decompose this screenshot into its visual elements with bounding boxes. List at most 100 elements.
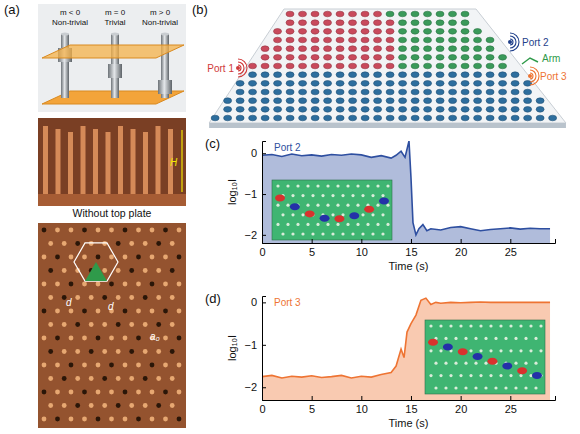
inset-site [316, 184, 319, 187]
inset-site [296, 184, 299, 187]
lattice-site [311, 11, 319, 17]
peg [156, 376, 161, 381]
peg [69, 255, 74, 260]
peg [129, 349, 134, 354]
lattice-site [311, 37, 319, 43]
peg [109, 390, 114, 395]
peg [123, 282, 128, 287]
peg [163, 363, 168, 368]
lattice-site [311, 63, 319, 69]
x-tick-label: 0 [259, 246, 265, 258]
inset-site [336, 184, 339, 187]
lattice-site [311, 20, 319, 26]
lattice-site [474, 63, 482, 69]
lattice-site [336, 46, 344, 52]
peg [42, 363, 47, 368]
lattice-site [399, 81, 407, 87]
inset-site [509, 349, 512, 352]
peg [69, 228, 74, 233]
inset-site [361, 232, 364, 235]
lattice-site [324, 72, 332, 78]
lattice-site [224, 98, 232, 104]
lattice-plate-edge [209, 123, 566, 128]
peg [170, 295, 175, 300]
y-axis: 0−1−2 [244, 142, 266, 244]
peg [136, 309, 141, 314]
lattice-site [261, 72, 269, 78]
peg [109, 228, 114, 233]
inset-site [331, 213, 334, 216]
inset-site [301, 232, 304, 235]
lattice-site [449, 11, 457, 17]
peg [129, 295, 134, 300]
x-tick: 25 [505, 396, 517, 415]
inset-site [306, 184, 309, 187]
lattice-site [524, 98, 532, 104]
lattice-site [336, 29, 344, 35]
photo-background [38, 223, 186, 428]
inset-site [321, 232, 324, 235]
peg [69, 417, 74, 422]
inset-site [519, 324, 522, 327]
y-tick: −2 [244, 381, 266, 393]
lattice-site [499, 63, 507, 69]
peg [116, 295, 121, 300]
peg [177, 309, 182, 314]
peg [102, 295, 107, 300]
lattice-site [311, 107, 319, 113]
peg [136, 255, 141, 260]
lattice-site [386, 89, 394, 95]
lattice-site [336, 115, 344, 121]
lattice-site [549, 115, 557, 121]
lattice-site [386, 63, 394, 69]
x-tick: 25 [505, 239, 517, 258]
peg [123, 228, 128, 233]
inset-field [275, 195, 285, 202]
lattice-site [449, 72, 457, 78]
inset-site [301, 213, 304, 216]
lattice-site [299, 72, 307, 78]
lattice-site [261, 115, 269, 121]
peg [109, 417, 114, 422]
lattice-site [461, 115, 469, 121]
y-tick-mark [262, 194, 266, 195]
peg [48, 241, 53, 246]
lattice-site [324, 63, 332, 69]
peg [156, 268, 161, 273]
lattice-site [399, 11, 407, 17]
peg [96, 309, 101, 314]
lattice-site [436, 29, 444, 35]
lattice-site [424, 63, 432, 69]
x-tick: 20 [455, 239, 467, 258]
lattice-site [349, 20, 357, 26]
peg [55, 390, 60, 395]
lattice-site [524, 107, 532, 113]
lattice-site [436, 115, 444, 121]
lattice-site [511, 72, 519, 78]
lattice-site [386, 115, 394, 121]
lattice-site [299, 115, 307, 121]
peg [116, 376, 121, 381]
inset-site [371, 194, 374, 197]
inset-site [356, 184, 359, 187]
lattice-site [424, 55, 432, 61]
inset-site [326, 223, 329, 226]
lattice-site [486, 55, 494, 61]
lattice-site [449, 20, 457, 26]
peg [75, 376, 80, 381]
peg [170, 403, 175, 408]
peg [82, 390, 87, 395]
lattice-site [536, 115, 544, 121]
lattice-site [286, 115, 294, 121]
x-tick: 10 [356, 396, 368, 415]
lattice-site [249, 115, 257, 121]
peg [136, 363, 141, 368]
inset-site [316, 223, 319, 226]
phase-name: Non-trivial [52, 18, 88, 27]
inset-site [489, 349, 492, 352]
lattice-site [286, 20, 294, 26]
x-tick-mark [411, 239, 412, 243]
peg [177, 336, 182, 341]
inset-site [449, 324, 452, 327]
lattice-site [424, 72, 432, 78]
